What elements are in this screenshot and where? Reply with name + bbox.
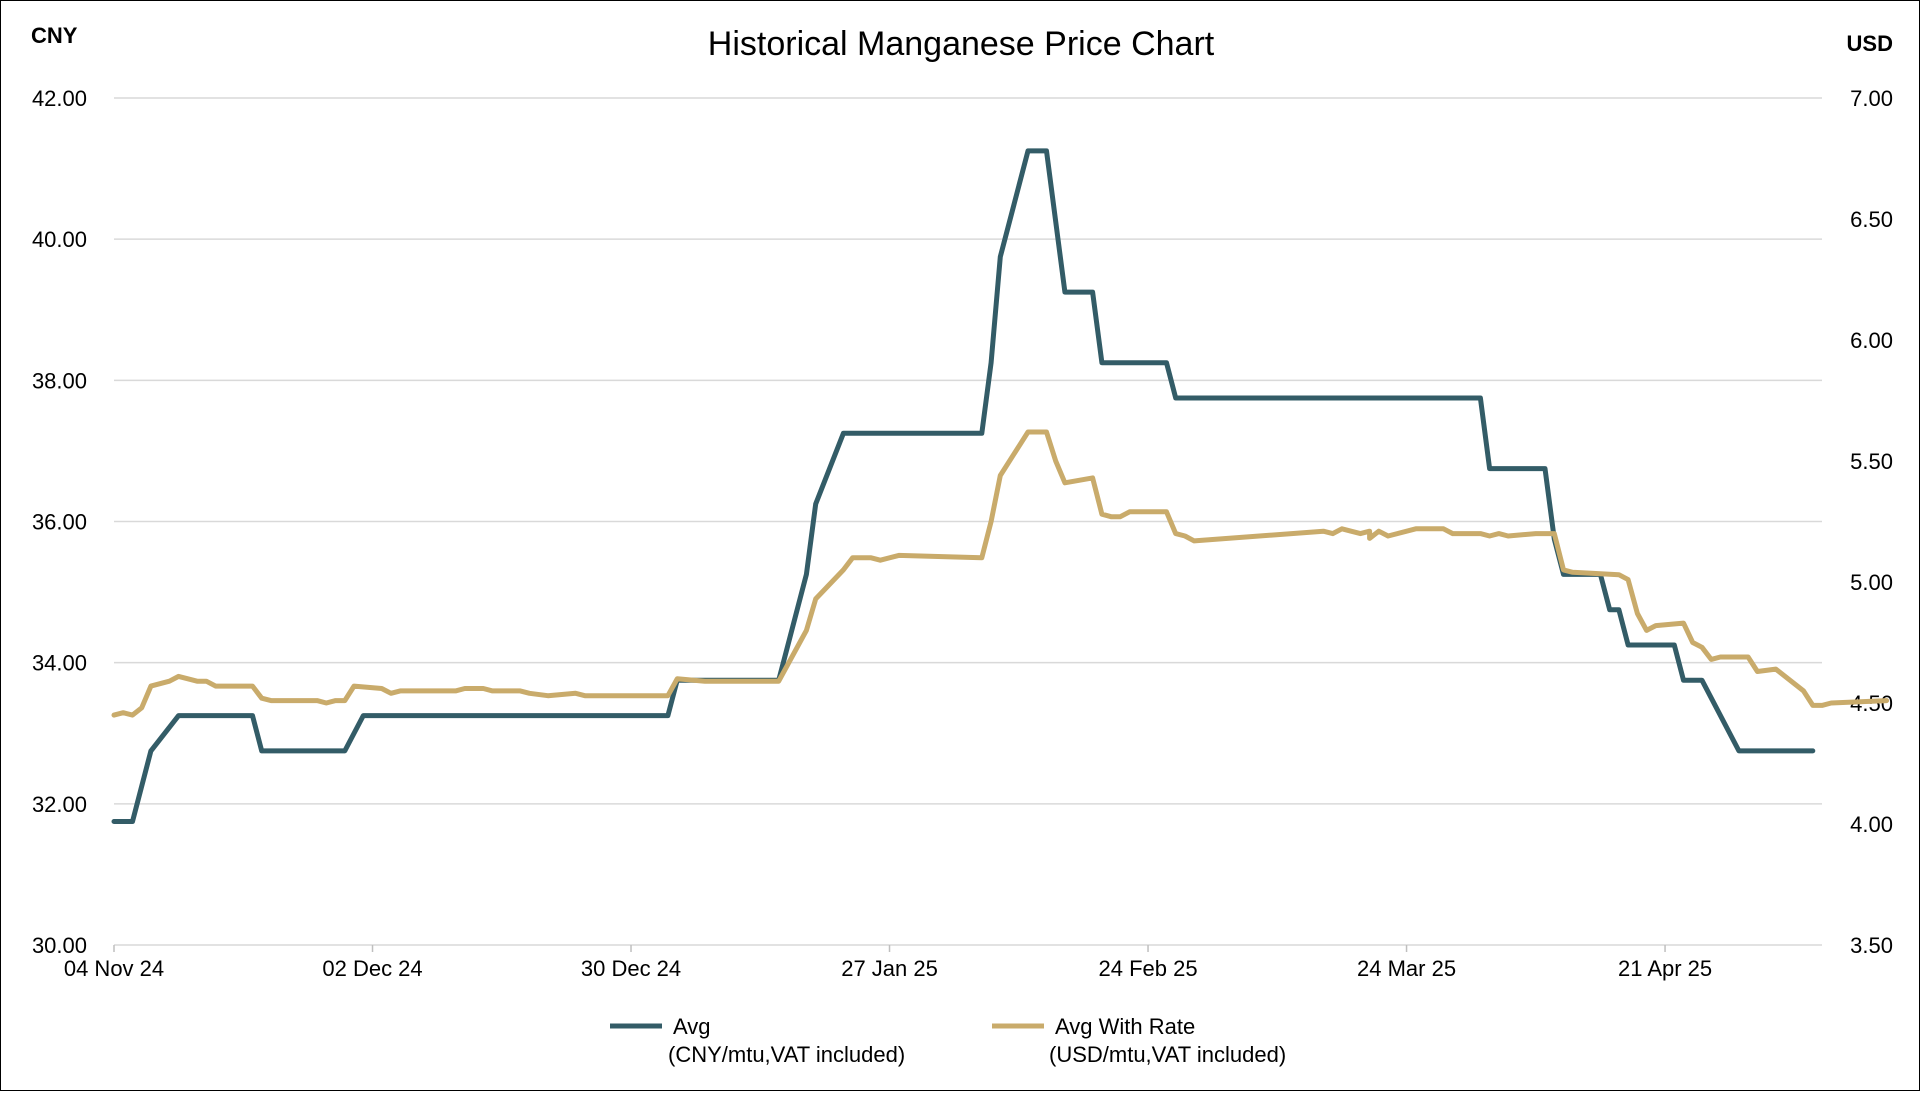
y-left-tick-label: 30.00 [32, 933, 87, 958]
y-left-tick-label: 32.00 [32, 792, 87, 817]
x-tick-label: 24 Feb 25 [1098, 956, 1197, 981]
y-left-tick-label: 40.00 [32, 227, 87, 252]
legend-unit-avg: (CNY/mtu,VAT included) [668, 1042, 905, 1067]
y-left-tick-label: 36.00 [32, 510, 87, 535]
legend-unit-avg-with-rate: (USD/mtu,VAT included) [1049, 1042, 1286, 1067]
x-tick-label: 04 Nov 24 [64, 956, 164, 981]
x-tick-label: 24 Mar 25 [1357, 956, 1456, 981]
y-right-tick-label: 5.00 [1850, 570, 1893, 595]
y-right-tick-label: 6.50 [1850, 207, 1893, 232]
series-line-avg-with-rate [111, 429, 1890, 718]
x-tick-label: 27 Jan 25 [841, 956, 938, 981]
y-right-tick-label: 6.00 [1850, 328, 1893, 353]
y-left-tick-label: 38.00 [32, 368, 87, 393]
x-tick-label: 21 Apr 25 [1618, 956, 1712, 981]
left-axis-unit: CNY [31, 23, 78, 48]
legend-label-avg-with-rate: Avg With Rate [1055, 1014, 1195, 1039]
chart-title: Historical Manganese Price Chart [708, 25, 1215, 63]
series-layer [111, 148, 1890, 824]
y-right-tick-label: 3.50 [1850, 933, 1893, 958]
right-axis-unit: USD [1847, 31, 1893, 56]
axis-layer: 30.00 32.00 34.00 36.00 38.00 40.00 42.00 3.50 4… [32, 86, 1893, 981]
x-tick-label: 30 Dec 24 [581, 956, 681, 981]
legend-item-avg-with-rate: Avg With Rate (USD/mtu,VAT included) [992, 1014, 1286, 1067]
y-right-tick-label: 7.00 [1850, 86, 1893, 111]
legend: Avg (CNY/mtu,VAT included) Avg With Rate… [610, 1014, 1286, 1067]
x-tick-label: 02 Dec 24 [322, 956, 422, 981]
legend-label-avg: Avg [673, 1014, 711, 1039]
y-right-tick-label: 5.50 [1850, 449, 1893, 474]
y-left-tick-label: 34.00 [32, 651, 87, 676]
grid-layer [114, 97, 1822, 805]
legend-item-avg: Avg (CNY/mtu,VAT included) [610, 1014, 905, 1067]
series-line-avg [111, 148, 1816, 824]
y-right-tick-label: 4.00 [1850, 812, 1893, 837]
y-left-tick-label: 42.00 [32, 86, 87, 111]
